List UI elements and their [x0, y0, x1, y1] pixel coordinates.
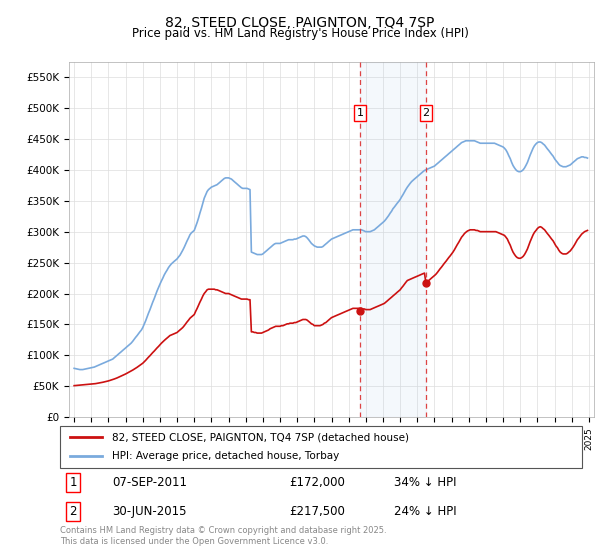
Text: 82, STEED CLOSE, PAIGNTON, TQ4 7SP: 82, STEED CLOSE, PAIGNTON, TQ4 7SP: [166, 16, 434, 30]
Text: 1: 1: [356, 108, 364, 118]
Text: 07-SEP-2011: 07-SEP-2011: [112, 475, 187, 489]
Text: £172,000: £172,000: [290, 475, 346, 489]
Text: 2: 2: [70, 505, 77, 519]
Text: 2: 2: [422, 108, 430, 118]
Text: 24% ↓ HPI: 24% ↓ HPI: [394, 505, 457, 519]
Text: Price paid vs. HM Land Registry's House Price Index (HPI): Price paid vs. HM Land Registry's House …: [131, 27, 469, 40]
Text: Contains HM Land Registry data © Crown copyright and database right 2025.
This d: Contains HM Land Registry data © Crown c…: [60, 526, 386, 546]
FancyBboxPatch shape: [60, 426, 582, 468]
Text: 30-JUN-2015: 30-JUN-2015: [112, 505, 187, 519]
Text: £217,500: £217,500: [290, 505, 346, 519]
Text: 34% ↓ HPI: 34% ↓ HPI: [394, 475, 457, 489]
Text: 1: 1: [70, 475, 77, 489]
Bar: [360, 62, 426, 417]
Text: HPI: Average price, detached house, Torbay: HPI: Average price, detached house, Torb…: [112, 451, 340, 461]
Text: 82, STEED CLOSE, PAIGNTON, TQ4 7SP (detached house): 82, STEED CLOSE, PAIGNTON, TQ4 7SP (deta…: [112, 432, 409, 442]
